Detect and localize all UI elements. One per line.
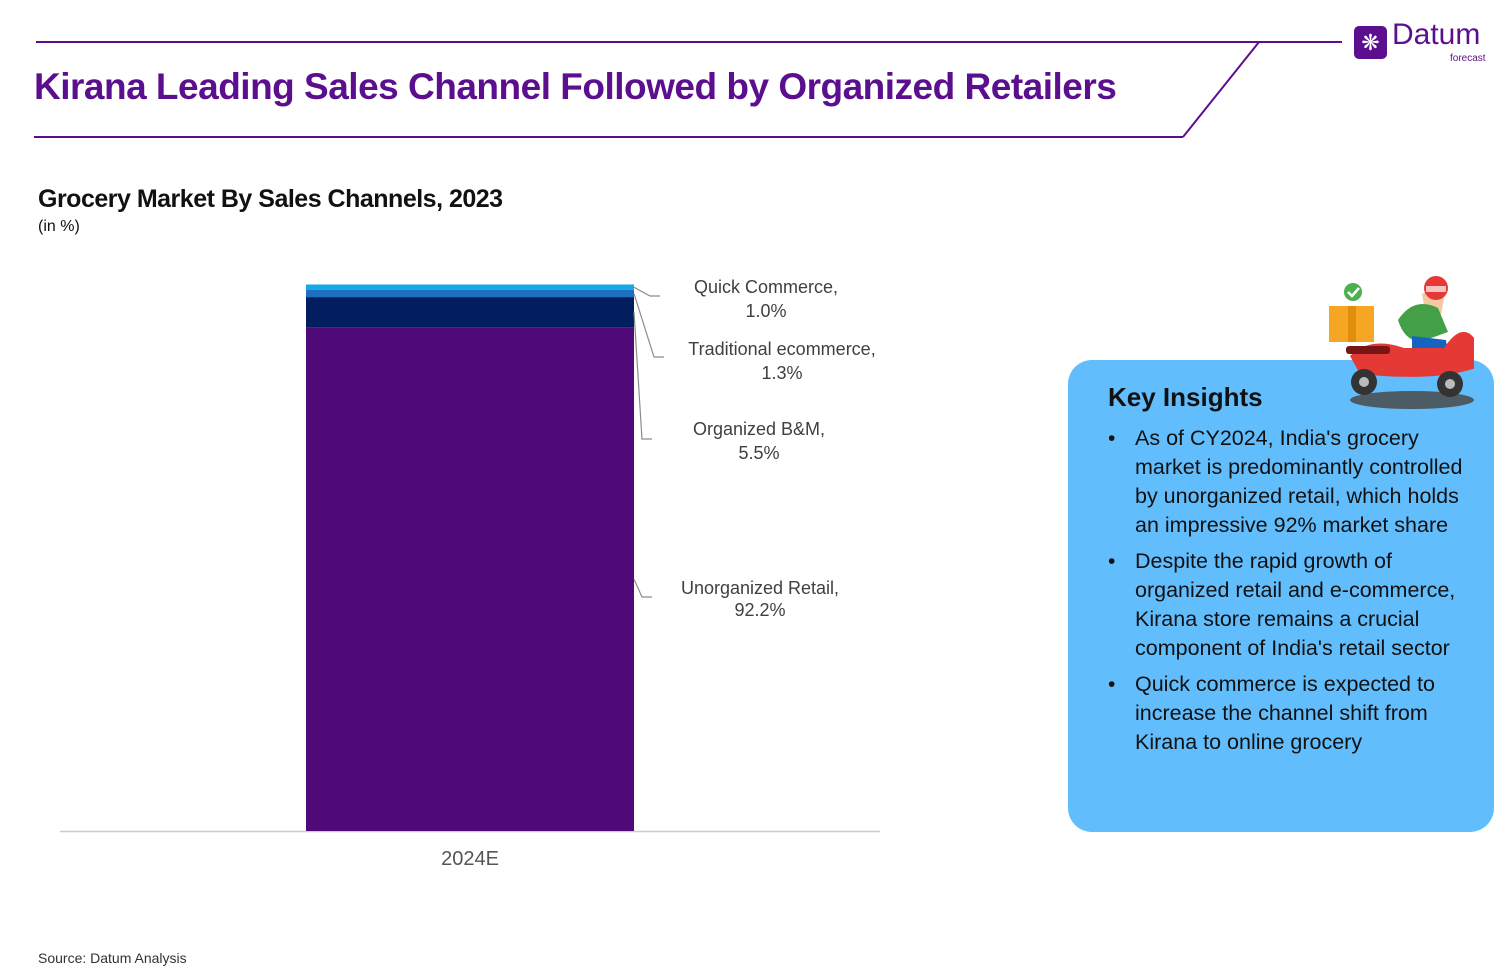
leader-line-quick-commerce bbox=[633, 286, 660, 297]
source-note: Source: Datum Analysis bbox=[38, 950, 187, 966]
data-label-value: 92.2% bbox=[734, 600, 785, 620]
brand-logo: ❋ Datum forecast bbox=[1354, 18, 1504, 72]
data-label-name: Quick Commerce, bbox=[694, 277, 838, 297]
logo-mark-icon: ❋ bbox=[1354, 26, 1387, 59]
data-label-name: Organized B&M, bbox=[693, 419, 825, 439]
leader-line-traditional-ecommerce bbox=[633, 293, 664, 358]
bar-segment-organized-b-m bbox=[306, 297, 634, 328]
insight-text: Despite the rapid growth of organized re… bbox=[1135, 549, 1456, 660]
insight-text: As of CY2024, India's grocery market is … bbox=[1135, 426, 1463, 537]
bar-segment-traditional-ecommerce bbox=[306, 289, 634, 298]
chart-title: Grocery Market By Sales Channels, 2023 bbox=[38, 185, 503, 213]
bar-segment-quick-commerce bbox=[306, 284, 634, 290]
header-slant-rule bbox=[1182, 41, 1260, 138]
header-frame bbox=[34, 41, 1342, 138]
leader-line-unorganized-retail bbox=[633, 578, 652, 598]
data-label-value: 1.0% bbox=[745, 301, 786, 321]
insights-list: • As of CY2024, India's grocery market is… bbox=[1108, 424, 1464, 764]
bullet-icon: • bbox=[1108, 550, 1116, 573]
data-label-name: Traditional ecommerce, bbox=[688, 339, 875, 359]
insight-item: • As of CY2024, India's grocery market is… bbox=[1108, 424, 1464, 540]
insight-item: • Quick commerce is expected to increase … bbox=[1108, 670, 1464, 757]
insights-title: Key Insights bbox=[1108, 382, 1263, 412]
bullet-icon: • bbox=[1108, 673, 1116, 696]
x-tick-label: 2024E bbox=[441, 848, 499, 870]
data-label-value: 5.5% bbox=[738, 443, 779, 463]
data-label-name: Unorganized Retail, bbox=[681, 578, 839, 598]
insight-text: Quick commerce is expected to increase t… bbox=[1135, 672, 1435, 754]
bar-segment-unorganized-retail bbox=[306, 327, 634, 831]
delivery-scooter-icon bbox=[1329, 276, 1474, 409]
insight-item: • Despite the rapid growth of organized r… bbox=[1108, 547, 1464, 663]
page-title: Kirana Leading Sales Channel Followed by… bbox=[34, 66, 1117, 107]
chart-unit: (in %) bbox=[38, 218, 80, 235]
bullet-icon: • bbox=[1108, 427, 1116, 450]
key-insights-panel: Key Insights • As of CY2024, India's groc… bbox=[1068, 360, 1494, 832]
leader-line-organized-b-m bbox=[633, 312, 652, 440]
stacked-bar-chart: 2024E Unorganized Retail,92.2% Organized B… bbox=[60, 277, 880, 870]
logo-wordmark: Datum bbox=[1392, 18, 1481, 51]
logo-subtitle: forecast bbox=[1450, 53, 1486, 64]
data-label-value: 1.3% bbox=[761, 363, 802, 383]
